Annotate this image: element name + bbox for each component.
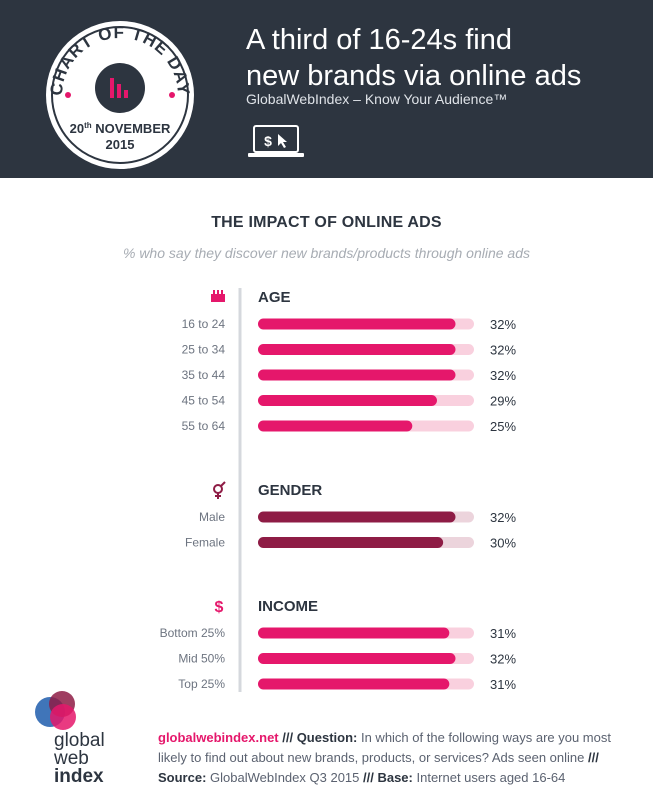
bar	[258, 420, 413, 432]
laptop-dollar-cursor-icon: $	[248, 125, 304, 157]
category-label: Bottom 25%	[160, 626, 226, 640]
badge-year: 2015	[106, 137, 135, 152]
category-label: Top 25%	[178, 677, 225, 691]
brand-subtitle: GlobalWebIndex – Know Your Audience™	[246, 91, 508, 107]
bar	[258, 318, 456, 330]
bar	[258, 369, 456, 381]
svg-text:$: $	[215, 599, 224, 616]
gender-icon	[213, 481, 226, 499]
section-gender: GENDER Male 32% Female 30%	[185, 481, 516, 551]
section-title: INCOME	[258, 598, 318, 615]
chart-title: THE IMPACT OF ONLINE ADS	[211, 214, 442, 231]
category-label: Male	[199, 510, 225, 524]
value-label: 29%	[490, 394, 516, 409]
base-text: Internet users aged 16-64	[412, 770, 566, 785]
source-label: Source:	[158, 770, 207, 785]
category-label: 25 to 34	[182, 343, 226, 357]
svg-text:$: $	[264, 133, 272, 149]
question-label: Question:	[296, 730, 358, 745]
globalwebindex-logo: global web index	[32, 690, 142, 790]
base-label: Base:	[377, 770, 413, 785]
title-line-1: A third of 16-24s find	[246, 24, 512, 56]
value-label: 32%	[490, 368, 516, 383]
bar	[258, 537, 444, 548]
badge-date: 20th NOVEMBER	[70, 121, 171, 136]
value-label: 32%	[490, 652, 516, 667]
value-label: 31%	[490, 677, 516, 692]
category-label: Female	[185, 536, 225, 550]
section-title: GENDER	[258, 482, 322, 499]
value-label: 30%	[490, 536, 516, 551]
svg-text:index: index	[54, 766, 104, 785]
question-text: In which of the following ways are you m…	[158, 730, 611, 765]
section-age: AGE 16 to 24 32% 25 to 34 32% 35 to 44 32% 45 t…	[182, 289, 517, 434]
dollar-icon: $	[215, 599, 224, 616]
bar	[258, 395, 437, 406]
value-label: 25%	[490, 419, 516, 434]
section-income: $ INCOME Bottom 25% 31% Mid 50% 32% Top 25% 31%	[160, 598, 517, 692]
svg-text:global: global	[54, 730, 105, 751]
site-link[interactable]: globalwebindex.net	[158, 730, 279, 745]
category-label: Mid 50%	[178, 652, 225, 666]
category-label: 55 to 64	[182, 419, 226, 433]
bar	[258, 511, 456, 523]
header-banner: CHART OF THE DAY 20th NOVEMBER 2015 A th…	[0, 0, 653, 178]
bar	[258, 653, 456, 664]
footer-notes: globalwebindex.net /// Question: In whic…	[158, 730, 611, 785]
value-label: 32%	[490, 343, 516, 358]
category-label: 35 to 44	[182, 368, 226, 382]
bar-chart: AGE 16 to 24 32% 25 to 34 32% 35 to 44 32% 45 t…	[160, 288, 517, 692]
value-label: 32%	[490, 317, 516, 332]
title-line-2: new brands via online ads	[246, 60, 582, 92]
cake-icon	[211, 290, 225, 302]
source-text: GlobalWebIndex Q3 2015	[206, 770, 363, 785]
chart-of-the-day-badge: CHART OF THE DAY 20th NOVEMBER 2015	[46, 21, 194, 169]
value-label: 31%	[490, 626, 516, 641]
category-label: 16 to 24	[182, 317, 226, 331]
bar	[258, 627, 450, 639]
value-label: 32%	[490, 510, 516, 525]
bar	[258, 678, 450, 690]
category-label: 45 to 54	[182, 394, 226, 408]
page-title: A third of 16-24s find new brands via on…	[246, 22, 646, 94]
bar	[258, 344, 456, 355]
section-title: AGE	[258, 289, 291, 306]
svg-text:web: web	[53, 748, 89, 769]
chart-subtitle: % who say they discover new brands/produ…	[122, 245, 530, 261]
